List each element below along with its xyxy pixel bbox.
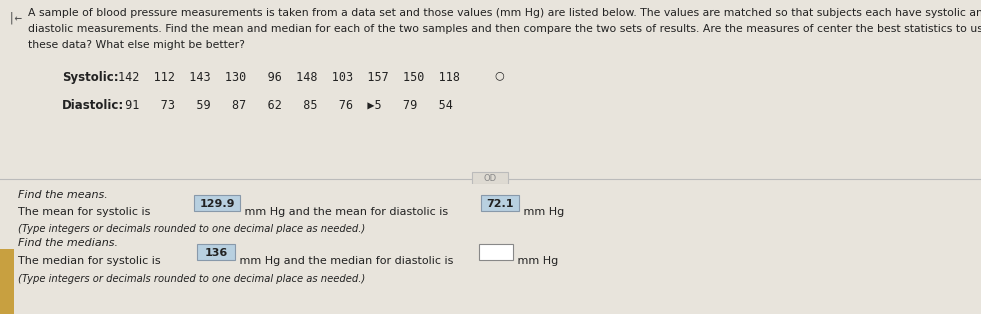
Text: (Type integers or decimals rounded to one decimal place as needed.): (Type integers or decimals rounded to on… xyxy=(18,274,365,284)
Text: (Type integers or decimals rounded to one decimal place as needed.): (Type integers or decimals rounded to on… xyxy=(18,224,365,234)
Text: The mean for systolic is: The mean for systolic is xyxy=(18,207,154,217)
Text: 91   73   59   87   62   85   76  ▶5   79   54: 91 73 59 87 62 85 76 ▶5 79 54 xyxy=(118,99,453,112)
FancyBboxPatch shape xyxy=(479,244,513,260)
FancyBboxPatch shape xyxy=(194,195,240,211)
FancyBboxPatch shape xyxy=(197,244,235,260)
Text: ○: ○ xyxy=(494,71,504,81)
Text: these data? What else might be better?: these data? What else might be better? xyxy=(28,40,245,50)
Text: mm Hg: mm Hg xyxy=(514,256,558,266)
Text: mm Hg: mm Hg xyxy=(520,207,564,217)
Text: diastolic measurements. Find the mean and median for each of the two samples and: diastolic measurements. Find the mean an… xyxy=(28,24,981,34)
Text: A sample of blood pressure measurements is taken from a data set and those value: A sample of blood pressure measurements … xyxy=(28,8,981,19)
Text: mm Hg and the median for diastolic is: mm Hg and the median for diastolic is xyxy=(236,256,457,266)
Text: Diastolic:: Diastolic: xyxy=(62,99,125,112)
Text: 72.1: 72.1 xyxy=(487,199,514,209)
Text: 129.9: 129.9 xyxy=(199,199,234,209)
Bar xyxy=(0,249,14,314)
Text: 142  112  143  130   96  148  103  157  150  118: 142 112 143 130 96 148 103 157 150 118 xyxy=(118,71,460,84)
Text: |←: |← xyxy=(8,11,23,24)
Text: OD: OD xyxy=(484,174,496,182)
Text: 136: 136 xyxy=(204,248,228,258)
Text: Find the means.: Find the means. xyxy=(18,190,108,200)
Text: Systolic:: Systolic: xyxy=(62,71,119,84)
Text: Find the medians.: Find the medians. xyxy=(18,238,118,248)
FancyBboxPatch shape xyxy=(481,195,519,211)
FancyBboxPatch shape xyxy=(472,172,508,184)
Text: The median for systolic is: The median for systolic is xyxy=(18,256,164,266)
Text: mm Hg and the mean for diastolic is: mm Hg and the mean for diastolic is xyxy=(241,207,451,217)
